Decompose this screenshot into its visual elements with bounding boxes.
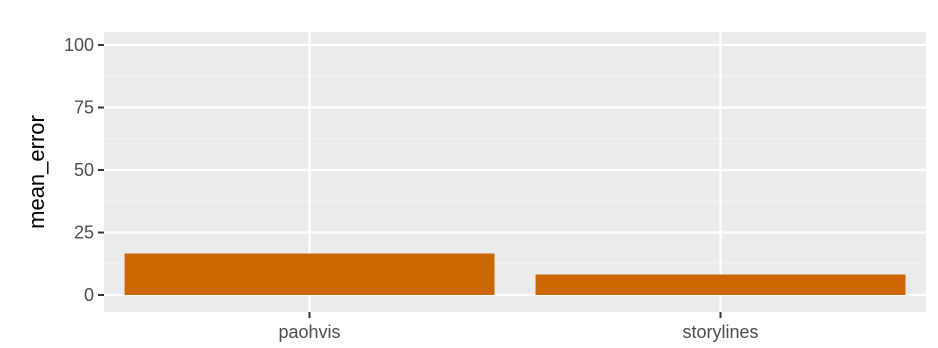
y-axis: 0 25 50 75 100 — [64, 35, 104, 305]
x-tick-label: paohvis — [278, 322, 340, 342]
y-tick-label: 25 — [74, 223, 94, 243]
y-axis-title: mean_error — [24, 115, 49, 229]
y-tick-label: 100 — [64, 35, 94, 55]
y-tick-label: 75 — [74, 98, 94, 118]
x-tick-label: storylines — [682, 322, 758, 342]
bar-storylines — [535, 274, 906, 295]
y-tick-label: 50 — [74, 160, 94, 180]
bars — [124, 253, 906, 295]
y-tick-label: 0 — [84, 285, 94, 305]
x-axis: paohvis storylines — [278, 312, 759, 342]
bar-paohvis — [124, 253, 495, 295]
